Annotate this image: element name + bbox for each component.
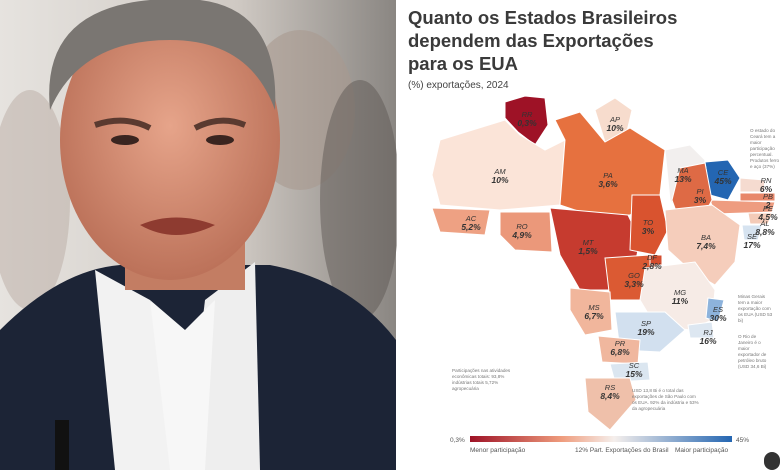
- state-code: PE: [763, 204, 774, 213]
- state: [664, 204, 741, 286]
- legend-mid-label: 12% Part. Exportações do Brasil: [575, 447, 669, 454]
- state-code: RO: [516, 222, 527, 231]
- note: O estado do Ceará tem a maior participação p…: [750, 128, 780, 169]
- legend-min-label: Menor participação: [470, 447, 526, 454]
- state-code: GO: [628, 271, 640, 280]
- state-value: 1,5%: [578, 246, 598, 256]
- state-code: SP: [641, 319, 651, 328]
- state-value: 5,2%: [461, 222, 481, 232]
- state: [741, 224, 763, 241]
- state-value: 8,8%: [755, 227, 775, 237]
- state-value: 0,3%: [517, 118, 537, 128]
- title-line: dependem das Exportações: [408, 30, 654, 51]
- state-code: TO: [643, 218, 653, 227]
- state: [705, 297, 725, 323]
- state-code: AP: [609, 115, 620, 124]
- state: [649, 254, 663, 266]
- state-value: 16%: [699, 336, 716, 346]
- state: [584, 377, 637, 431]
- state-value: 30%: [709, 313, 726, 323]
- state-value: 45%: [713, 176, 731, 186]
- state-value: 6,8%: [610, 347, 630, 357]
- state: [569, 287, 613, 336]
- state-code: RN: [761, 176, 772, 185]
- state-code: MT: [583, 238, 595, 247]
- state-value: 19%: [637, 327, 654, 337]
- note: Minas Gerais tem a maior exportação com os …: [738, 294, 773, 323]
- state-code: PR: [615, 339, 626, 348]
- note: USD 13,8 Bi é o total das exportações de …: [632, 388, 699, 411]
- state-value: 4,9%: [511, 230, 532, 240]
- state-code: ES: [713, 305, 723, 314]
- note: Participações nas atividades econômicas t…: [452, 368, 511, 391]
- state: [739, 177, 766, 193]
- legend-max-label: Maior participação: [675, 447, 728, 454]
- state: [594, 97, 633, 143]
- state-value: 15%: [625, 369, 642, 379]
- state-code: RS: [605, 383, 615, 392]
- state-value: 3,6%: [598, 179, 618, 189]
- state-code: SC: [629, 361, 640, 370]
- state: [687, 321, 715, 339]
- state-code: PI: [696, 187, 703, 196]
- state: [609, 361, 651, 383]
- state-value: 10%: [606, 123, 623, 133]
- state-code: AC: [465, 214, 477, 223]
- state-value: 13%: [674, 174, 691, 184]
- subtitle: (%) exportações, 2024: [408, 80, 509, 91]
- state-code: DF: [647, 253, 657, 262]
- title-line: para os EUA: [408, 53, 518, 74]
- state-code: AL: [759, 219, 769, 228]
- state-code: RR: [522, 110, 533, 119]
- state-code: MS: [588, 303, 599, 312]
- state-code: BA: [701, 233, 711, 242]
- state-value: 2,8%: [641, 261, 662, 271]
- title-line: Quanto os Estados Brasileiros: [408, 7, 677, 28]
- notes: O estado do Ceará tem a maior participação p…: [452, 128, 780, 411]
- state-value: 7,4%: [696, 241, 716, 251]
- state: [504, 95, 549, 146]
- state-code: MG: [674, 288, 686, 297]
- state-value: 11%: [672, 296, 689, 306]
- state-value: 10%: [491, 175, 508, 185]
- state-value: 6,7%: [584, 311, 604, 321]
- legend-max: 45%: [736, 437, 749, 444]
- state-code: SE: [747, 232, 758, 241]
- state-code: PB: [763, 192, 773, 201]
- state-value: 8,4%: [600, 391, 620, 401]
- state-code: RJ: [703, 328, 712, 337]
- legend-min: 0,3%: [450, 437, 465, 444]
- state-value: 4,5%: [757, 212, 778, 222]
- state-value: 6%: [760, 184, 773, 194]
- state: [431, 207, 491, 236]
- state-value: 3%: [694, 195, 707, 205]
- note: O Rio de Janeiro é o maior exportador de pet…: [738, 334, 767, 369]
- state-value: 2: [765, 200, 771, 210]
- state-code: CE: [718, 168, 729, 177]
- photo: [0, 0, 400, 470]
- state: [499, 211, 553, 253]
- legend-bar: [470, 436, 732, 442]
- state-code: MA: [677, 166, 688, 175]
- state: [739, 192, 776, 202]
- state: [629, 194, 669, 256]
- state: [747, 212, 773, 225]
- state-value: 3%: [642, 226, 655, 236]
- watermark-icon: [764, 452, 780, 470]
- state-value: 3,3%: [624, 279, 644, 289]
- state-code: PA: [603, 171, 612, 180]
- state-value: 17%: [743, 240, 760, 250]
- state-code: AM: [493, 167, 506, 176]
